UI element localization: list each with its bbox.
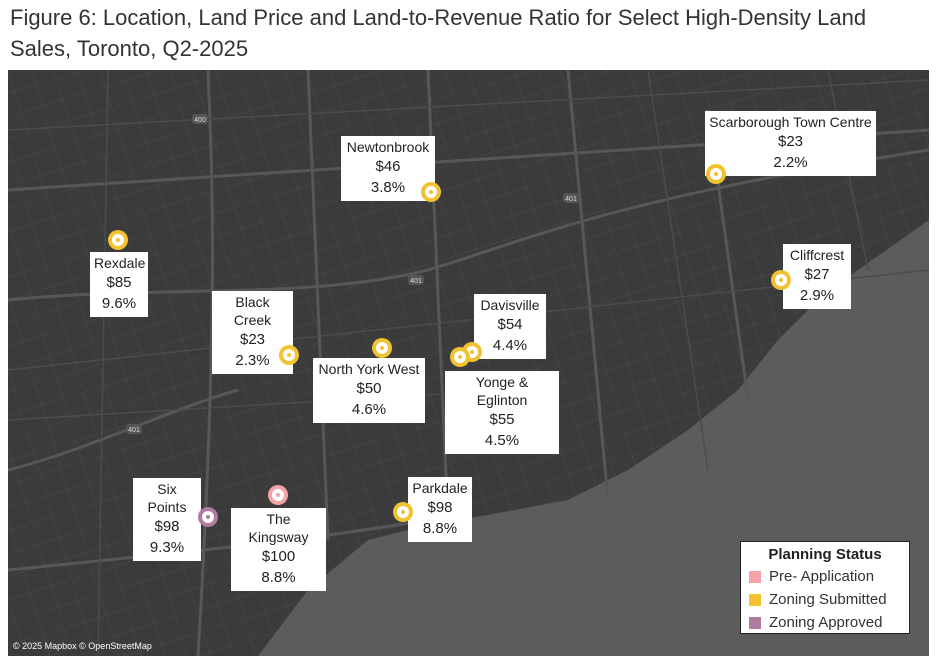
site-label-yonge-eglinton: Yonge & Eglinton $55 4.5%	[445, 371, 559, 454]
site-marker-yonge-eglinton[interactable]	[450, 347, 470, 367]
site-name: Davisville	[480, 297, 540, 313]
site-ratio: 3.8%	[370, 179, 406, 196]
site-label-scarborough-town-centre: Scarborough Town Centre $23 2.2%	[705, 111, 876, 176]
legend-item-zoning-submitted: Zoning Submitted	[749, 588, 901, 611]
site-label-the-kingsway: The Kingsway $100 8.8%	[231, 508, 326, 591]
legend-swatch	[749, 593, 761, 606]
highway-shields: 400 401 401 401	[126, 114, 579, 434]
highway-shield	[563, 193, 579, 203]
site-label-parkdale: Parkdale $98 8.8%	[408, 477, 472, 542]
site-marker-parkdale[interactable]	[393, 502, 413, 522]
site-price: $98	[154, 518, 180, 535]
highway-shield-label: 400	[194, 117, 206, 124]
site-name: Rexdale	[94, 255, 146, 271]
highway-shield	[408, 275, 424, 285]
site-price: $23	[239, 331, 266, 348]
site-label-six-points: Six Points $98 9.3%	[133, 478, 201, 561]
site-price: $27	[804, 266, 830, 283]
site-marker-rexdale[interactable]	[108, 230, 128, 250]
legend-swatch	[749, 616, 761, 629]
site-ratio: 4.4%	[492, 337, 528, 354]
site-price: $54	[497, 316, 523, 333]
site-ratio: 4.5%	[484, 432, 520, 449]
site-price: $23	[777, 133, 804, 150]
legend-title: Planning Status	[768, 546, 882, 563]
highway-shield-label: 401	[565, 196, 577, 203]
legend-label: Zoning Approved	[769, 614, 883, 631]
legend-swatch	[749, 570, 761, 583]
highway-401	[8, 148, 929, 302]
site-marker-scarborough-town-centre[interactable]	[706, 164, 726, 184]
site-label-newtonbrook: Newtonbrook $46 3.8%	[341, 136, 435, 201]
site-ratio: 9.3%	[149, 539, 185, 556]
map-attribution[interactable]: © 2025 Mapbox © OpenStreetMap	[13, 641, 152, 651]
highway-shield-label: 401	[128, 427, 140, 434]
site-name: Parkdale	[412, 480, 468, 496]
site-ratio: 2.3%	[235, 352, 270, 369]
site-ratio: 2.2%	[773, 154, 808, 171]
site-marker-black-creek[interactable]	[279, 345, 299, 365]
site-price: $55	[489, 411, 515, 428]
site-name: Newtonbrook	[346, 139, 430, 155]
site-name: Cliffcrest	[789, 247, 845, 263]
site-price: $98	[427, 499, 453, 516]
site-label-rexdale: Rexdale $85 9.6%	[90, 252, 148, 317]
site-name: North York West	[318, 361, 420, 377]
figure-title: Figure 6: Location, Land Price and Land-…	[10, 5, 867, 61]
legend-label: Pre- Application	[769, 568, 875, 585]
site-label-cliffcrest: Cliffcrest $27 2.9%	[783, 244, 851, 309]
site-name: Six Points	[147, 481, 187, 515]
site-ratio: 8.8%	[261, 569, 296, 586]
site-marker-the-kingsway[interactable]	[268, 485, 288, 505]
site-price: $100	[261, 548, 296, 565]
site-price: $46	[375, 158, 401, 175]
highway-shield	[126, 424, 142, 434]
site-name: Scarborough Town Centre	[709, 114, 872, 130]
site-name: Yonge & Eglinton	[475, 374, 529, 408]
highway-shield	[192, 114, 208, 124]
legend-label: Zoning Submitted	[769, 591, 887, 608]
site-ratio: 8.8%	[422, 520, 458, 537]
site-name: Black Creek	[233, 294, 272, 328]
site-marker-cliffcrest[interactable]	[771, 270, 791, 290]
highway-shield-label: 401	[410, 278, 422, 285]
site-price: $50	[356, 380, 382, 397]
site-ratio: 2.9%	[799, 287, 835, 304]
site-ratio: 9.6%	[101, 295, 137, 312]
legend-item-pre-application: Pre- Application	[749, 565, 901, 588]
site-price: $85	[106, 274, 132, 291]
site-marker-north-york-west[interactable]	[372, 338, 392, 358]
site-ratio: 4.6%	[351, 401, 387, 418]
site-label-davisville: Davisville $54 4.4%	[474, 294, 546, 359]
site-marker-six-points[interactable]	[198, 507, 218, 527]
site-marker-newtonbrook[interactable]	[421, 182, 441, 202]
site-label-north-york-west: North York West $50 4.6%	[313, 358, 425, 423]
legend-item-zoning-approved: Zoning Approved	[749, 611, 901, 634]
site-name: The Kingsway	[248, 511, 309, 545]
planning-status-legend: Planning Status Pre- Application Zoning …	[740, 541, 910, 634]
